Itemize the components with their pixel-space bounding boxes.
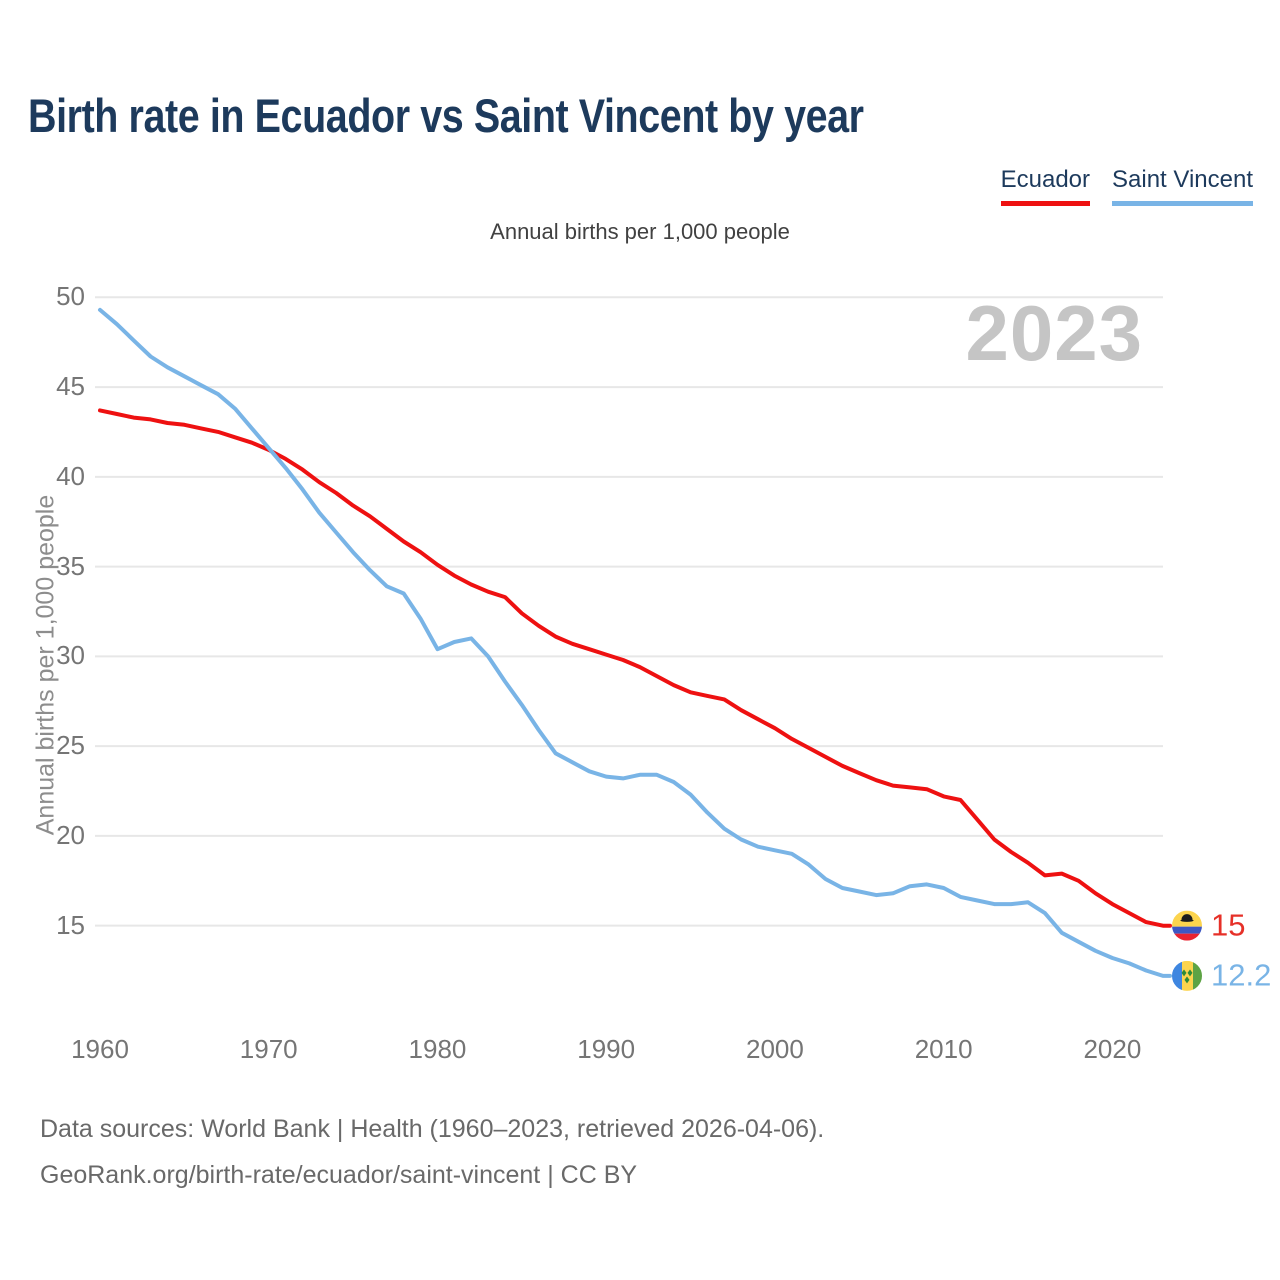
ecuador-line (98, 408, 1172, 928)
x-tick-label: 1980 (408, 1034, 467, 1064)
y-tick-label: 30 (56, 640, 85, 671)
chart-subtitle: Annual births per 1,000 people (490, 219, 790, 244)
ecuador-flag-icon (1172, 910, 1202, 941)
saint-vincent-line (98, 307, 1172, 978)
legend-item-ecuador[interactable]: Ecuador (1000, 166, 1090, 206)
x-tick-label: 2000 (745, 1034, 804, 1064)
page-title: Birth rate in Ecuador vs Saint Vincent b… (28, 89, 864, 142)
watermark-year: 2023 (965, 289, 1143, 377)
end-value-ecuador: 15 (1211, 906, 1246, 942)
y-tick-label: 25 (56, 730, 85, 761)
y-tick-label: 35 (56, 550, 85, 581)
legend: Ecuador Saint Vincent (1000, 166, 1253, 206)
footer: Data sources: World Bank | Health (1960–… (40, 1106, 824, 1198)
y-tick-label: 45 (56, 371, 85, 402)
y-tick-label: 40 (56, 460, 85, 491)
x-tick-label: 2020 (1083, 1034, 1142, 1064)
x-tick-label: 2010 (914, 1034, 973, 1064)
footer-link: GeoRank.org/birth-rate/ecuador/saint-vin… (40, 1161, 638, 1189)
y-tick-label: 20 (56, 819, 85, 850)
end-value-saint-vincent: 12.2 (1211, 957, 1272, 993)
legend-item-saint-vincent[interactable]: Saint Vincent (1112, 166, 1253, 206)
y-tick-label: 50 (56, 281, 85, 312)
x-tick-label: 1960 (71, 1034, 129, 1064)
y-tick-label: 15 (56, 909, 85, 940)
footer-sources: Data sources: World Bank | Health (1960–… (40, 1115, 825, 1143)
x-tick-label: 1970 (239, 1034, 298, 1064)
saint-vincent-flag-icon (1172, 960, 1202, 991)
x-tick-label: 1990 (577, 1034, 636, 1064)
